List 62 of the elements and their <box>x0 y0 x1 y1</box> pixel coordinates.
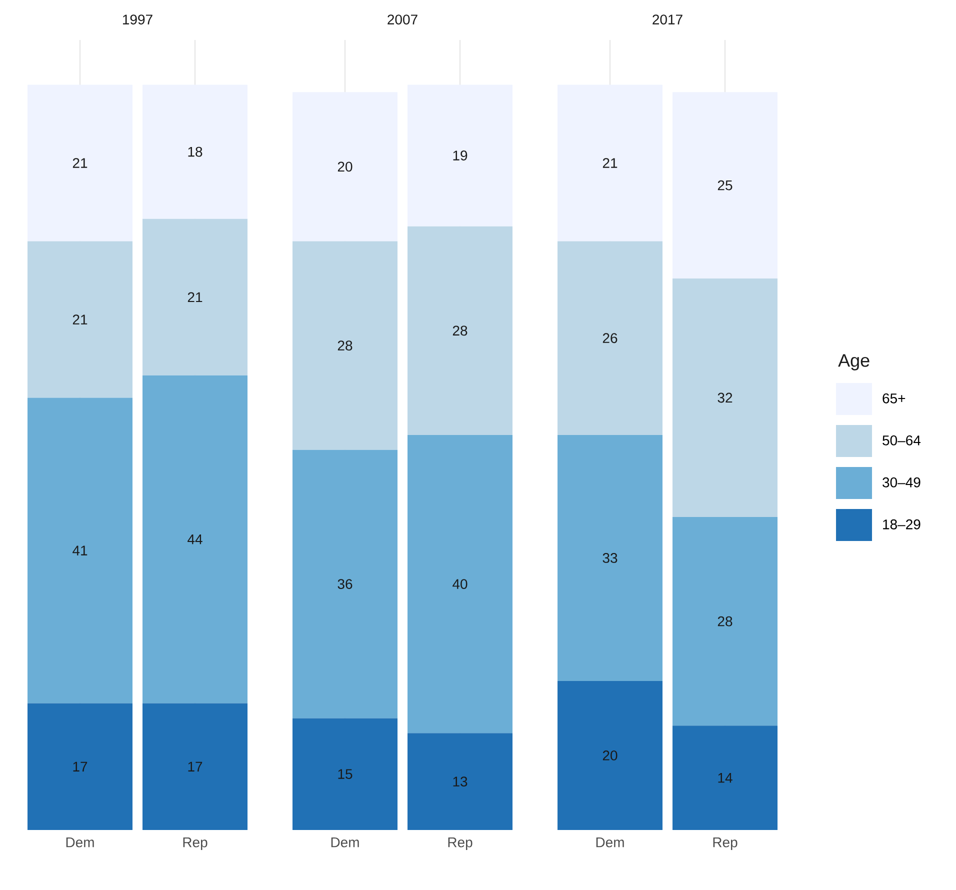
bar <box>142 218 248 376</box>
data-label: 21 <box>72 314 88 324</box>
data-label: 41 <box>72 546 88 556</box>
data-label: 28 <box>452 326 468 336</box>
data-label: 40 <box>452 579 468 590</box>
bar <box>408 84 513 226</box>
data-label: 21 <box>602 158 618 168</box>
legend-label: 65+ <box>882 393 906 404</box>
data-label: 33 <box>602 553 618 563</box>
legend-label: 50–64 <box>882 435 921 446</box>
bar <box>558 84 663 242</box>
bar <box>142 375 248 704</box>
data-label: 19 <box>453 150 468 160</box>
data-label: 17 <box>73 762 88 772</box>
bar <box>672 92 778 278</box>
data-label: 28 <box>338 340 352 351</box>
bar <box>672 726 778 830</box>
bar <box>292 92 398 242</box>
chart-title: 2017 <box>652 14 682 24</box>
bar <box>558 680 663 830</box>
x-tick-label: Rep <box>183 838 208 850</box>
x-tick-label: Dem <box>596 838 624 848</box>
bar <box>28 398 132 704</box>
bar <box>142 84 248 219</box>
data-label: 15 <box>338 769 352 779</box>
bar <box>292 450 398 718</box>
data-label: 25 <box>718 180 732 190</box>
legend-label: 30–49 <box>882 477 920 488</box>
data-label: 44 <box>188 534 202 544</box>
x-tick-label: Rep <box>713 838 738 850</box>
x-tick-label: Dem <box>331 838 359 848</box>
bar <box>558 434 663 681</box>
data-label: 20 <box>602 750 618 760</box>
bar <box>292 718 398 830</box>
legend-label: 18–29 <box>883 519 920 530</box>
bar <box>408 733 513 830</box>
data-label: 18 <box>188 146 202 157</box>
bar <box>28 703 132 830</box>
data-label: 20 <box>338 162 352 172</box>
bar <box>672 516 778 726</box>
bar <box>142 703 248 830</box>
data-label: 21 <box>188 292 202 302</box>
bar <box>292 241 398 450</box>
chart-title: 1997 <box>122 14 152 24</box>
data-label: 36 <box>338 579 352 590</box>
bar <box>672 278 778 517</box>
data-label: 26 <box>602 333 618 344</box>
x-tick-label: Rep <box>448 838 472 850</box>
data-label: 32 <box>718 392 732 403</box>
bar <box>408 434 513 734</box>
bar <box>558 241 663 435</box>
data-label: 13 <box>453 776 468 787</box>
bar <box>28 84 132 242</box>
data-label: 14 <box>718 773 732 783</box>
data-label: 28 <box>718 616 732 626</box>
data-label: 17 <box>188 762 202 772</box>
bar <box>28 241 132 398</box>
data-label: 21 <box>72 158 88 168</box>
legend-title: Age <box>838 354 870 370</box>
chart-title: 2007 <box>388 14 418 24</box>
bar <box>408 226 513 435</box>
x-tick-label: Dem <box>66 838 94 848</box>
